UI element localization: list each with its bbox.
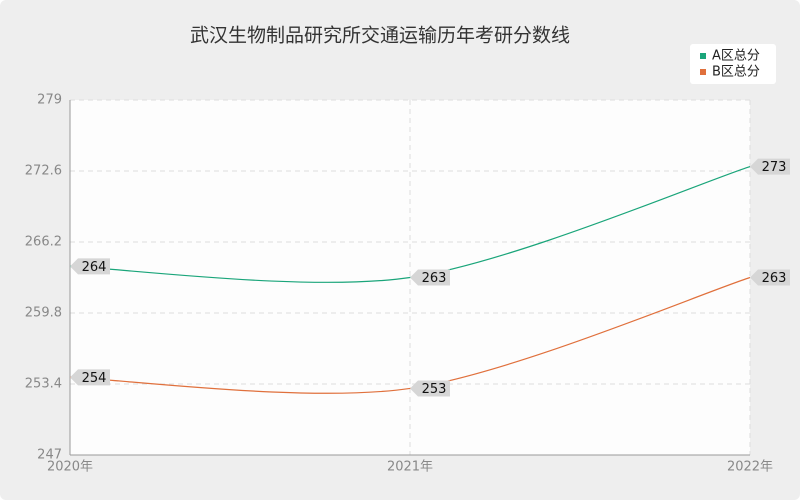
data-label-box: [410, 380, 450, 397]
data-label: 254: [82, 371, 107, 386]
data-label-box: [410, 269, 450, 286]
y-tick-label: 247: [37, 448, 62, 463]
y-tick-label: 259.8: [25, 306, 62, 321]
series-line: [69, 276, 751, 394]
y-tick-label: 279: [37, 93, 62, 108]
data-label-box: [70, 258, 110, 275]
data-label: 263: [762, 271, 787, 286]
data-label-box: [70, 369, 110, 386]
legend-swatch: [700, 53, 706, 59]
legend-swatch: [700, 69, 706, 75]
y-tick-label: 253.4: [25, 377, 62, 392]
data-label: 263: [422, 271, 447, 286]
legend-box: [690, 44, 776, 84]
data-label-box: [750, 158, 790, 175]
x-tick-label: 2020年: [47, 460, 93, 475]
legend-label[interactable]: A区总分: [712, 49, 760, 64]
legend-label[interactable]: B区总分: [712, 65, 760, 80]
data-label-box: [750, 269, 790, 286]
x-tick-label: 2022年: [727, 460, 773, 475]
chart-title: 武汉生物制品研究所交通运输历年考研分数线: [190, 25, 570, 47]
y-tick-label: 266.2: [25, 235, 62, 250]
data-label: 253: [422, 382, 447, 397]
data-label: 273: [762, 160, 787, 175]
x-tick-label: 2021年: [387, 460, 433, 475]
data-label: 264: [82, 260, 107, 275]
y-tick-label: 272.6: [25, 164, 62, 179]
